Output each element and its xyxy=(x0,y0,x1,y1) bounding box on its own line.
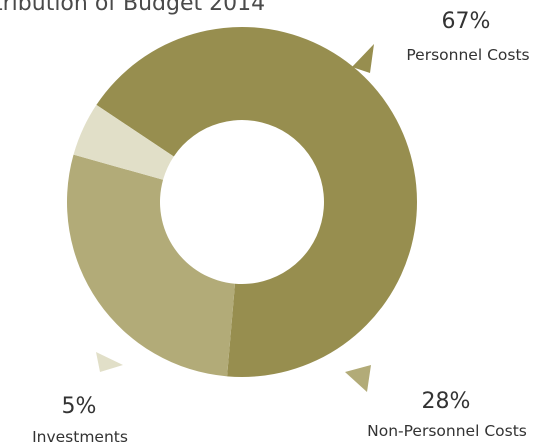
percent-label-personnel-costs: 67% xyxy=(442,9,491,34)
category-label-non-personnel-costs: Non-Personnel Costs xyxy=(367,422,527,440)
pointer-investments xyxy=(96,352,123,372)
labels-group: 67% Personnel Costs 28% Non-Personnel Costs… xyxy=(32,9,530,444)
pointer-personnel-costs xyxy=(352,44,374,73)
category-label-investments: Investments xyxy=(32,428,128,444)
slices-group xyxy=(66,26,417,377)
category-label-personnel-costs: Personnel Costs xyxy=(406,46,529,64)
markers-group xyxy=(96,44,374,392)
percent-label-non-personnel-costs: 28% xyxy=(422,389,471,414)
percent-label-investments: 5% xyxy=(62,394,97,419)
pointer-non-personnel-costs xyxy=(345,365,371,392)
chart-title: tribution of Budget 2014 xyxy=(0,0,265,16)
slice-personnel-costs xyxy=(96,26,417,377)
slice-non-personnel-costs xyxy=(66,154,235,377)
slice-investments xyxy=(73,104,174,180)
